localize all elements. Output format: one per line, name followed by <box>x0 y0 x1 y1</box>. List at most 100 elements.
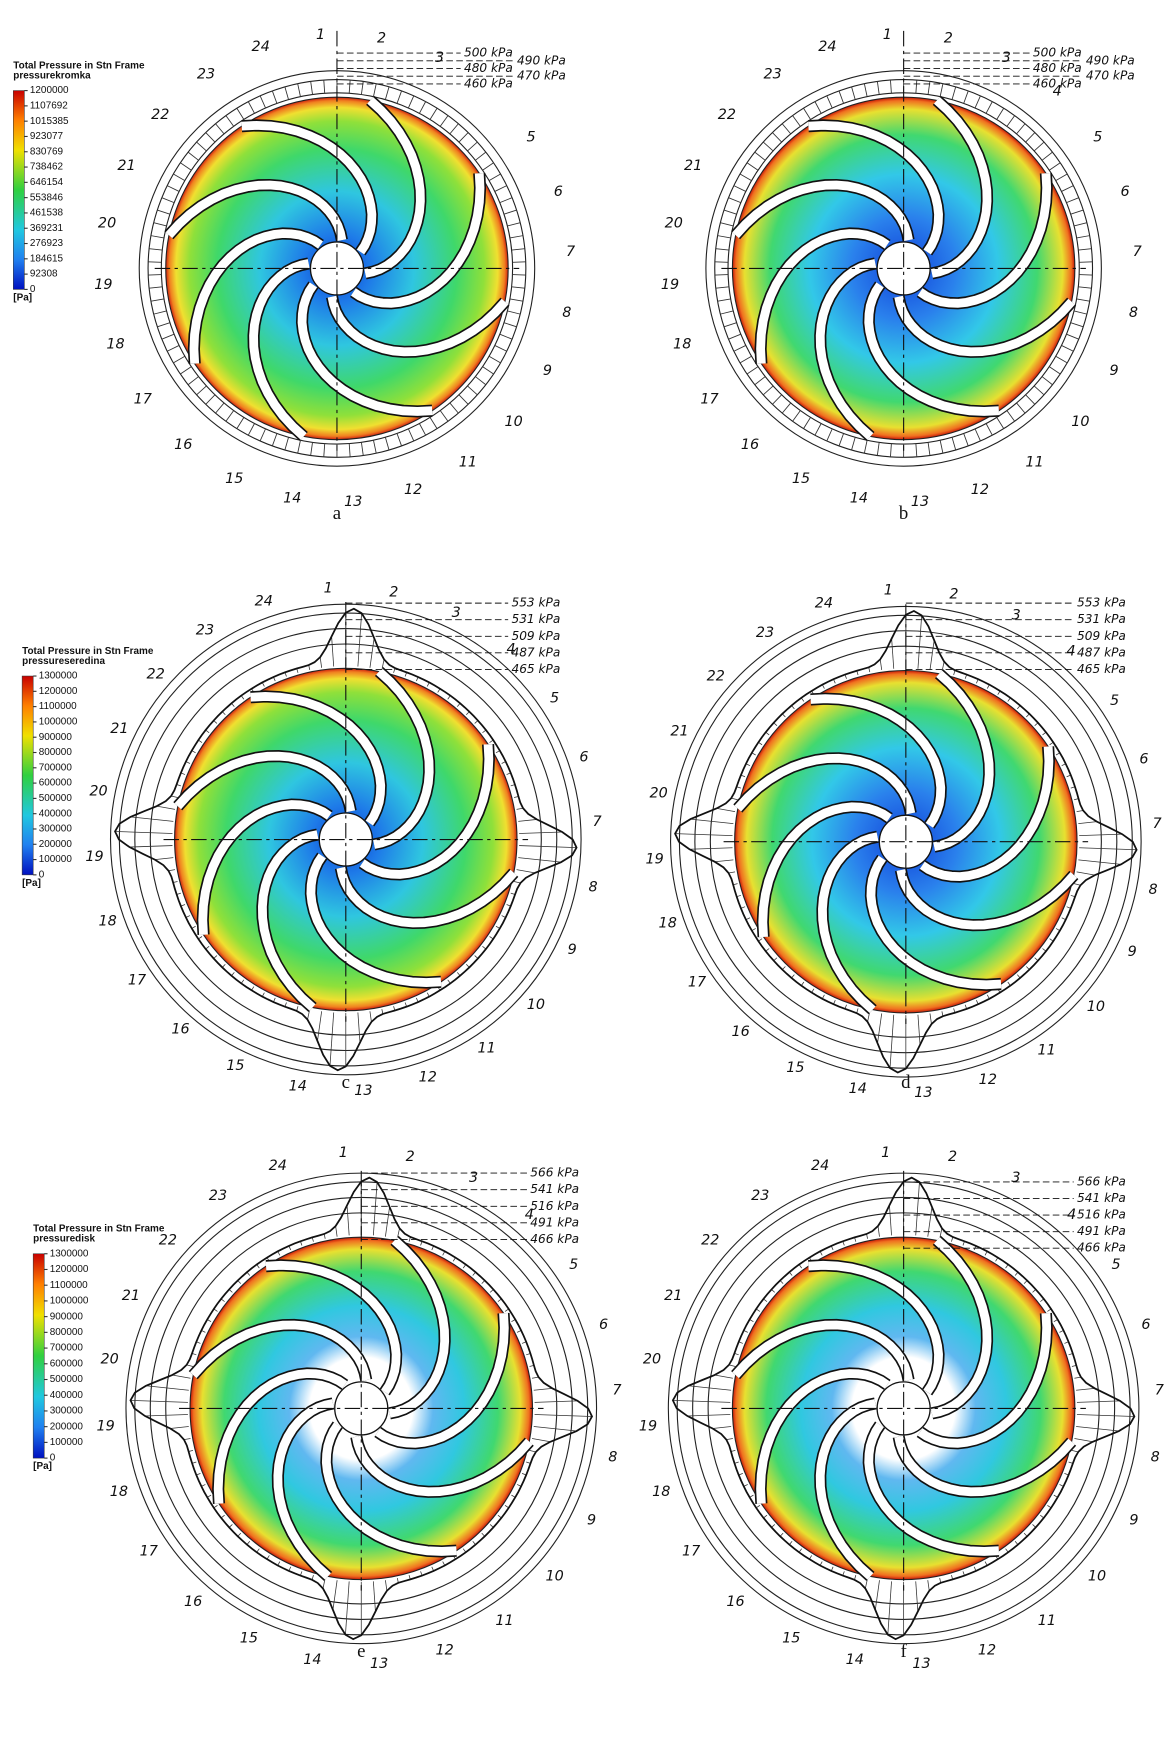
pressure-label: 466 kPa <box>530 1232 579 1246</box>
colorbar-label: 200000 <box>39 839 73 850</box>
hatch <box>724 323 737 327</box>
station-label: 18 <box>106 337 124 353</box>
hatch <box>373 1581 375 1611</box>
station-label: 6 <box>1141 1317 1150 1333</box>
station-label: 9 <box>1128 944 1137 960</box>
station-label: 9 <box>587 1513 596 1529</box>
station-label: 7 <box>1133 244 1142 260</box>
hatch <box>673 1400 730 1402</box>
pressure-label: 490 kPa <box>1086 53 1135 67</box>
station-label: 22 <box>147 666 165 682</box>
hatch <box>216 124 225 134</box>
hatch <box>782 124 791 134</box>
hatch <box>952 87 956 100</box>
pressure-label: 541 kPa <box>1077 1191 1126 1205</box>
colorbar-label: 553846 <box>30 192 64 203</box>
hatch <box>489 174 500 181</box>
hatch <box>717 808 735 811</box>
station-label: 3 <box>1011 1170 1020 1186</box>
hatch <box>916 1581 918 1611</box>
colorbar-label: 184615 <box>30 253 64 264</box>
hatch <box>345 1581 349 1634</box>
station-label: 6 <box>554 184 563 200</box>
station-label: 6 <box>579 750 588 766</box>
hatch <box>1042 377 1052 385</box>
colorbar <box>22 676 33 875</box>
station-label: 24 <box>811 1158 829 1174</box>
hatch <box>916 1182 920 1235</box>
hatch <box>975 96 980 108</box>
hatch <box>226 116 234 127</box>
hatch <box>532 1439 550 1442</box>
hatch <box>1056 174 1067 181</box>
hatch <box>206 133 215 143</box>
station-label: 20 <box>89 783 107 799</box>
colorbar-label: 800000 <box>50 1327 84 1338</box>
hatch <box>507 223 520 226</box>
colorbar-label: 600000 <box>50 1358 84 1369</box>
panel-label: c <box>342 1072 350 1093</box>
station-label: 23 <box>209 1188 227 1204</box>
hatch <box>408 96 413 108</box>
pressure-label: 487 kPa <box>1077 645 1126 659</box>
hatch <box>285 87 289 100</box>
hatch <box>361 81 363 94</box>
pressure-label: 516 kPa <box>1077 1208 1126 1222</box>
station-label: 7 <box>612 1383 621 1399</box>
station-label: 2 <box>948 1149 957 1165</box>
hatch <box>940 84 943 97</box>
hatch <box>397 91 402 103</box>
station-label: 12 <box>419 1070 437 1086</box>
hatch <box>184 1439 190 1440</box>
hatch <box>248 102 254 114</box>
hatch <box>740 174 751 181</box>
hatch <box>131 1400 188 1402</box>
station-label: 7 <box>566 244 575 260</box>
station-label: 15 <box>240 1631 258 1647</box>
hatch <box>272 433 277 445</box>
station-label: 13 <box>344 494 362 510</box>
hatch <box>495 186 507 192</box>
colorbar-label: 1200000 <box>30 85 69 96</box>
hatch <box>206 395 215 405</box>
hatch <box>512 249 525 250</box>
pressure-label: 553 kPa <box>511 596 560 610</box>
hatch <box>880 659 881 670</box>
station-label: 13 <box>911 494 929 510</box>
hatch <box>149 249 162 250</box>
hatch <box>877 81 879 94</box>
hatch <box>197 142 207 151</box>
hatch <box>964 433 969 445</box>
pressure-label: 466 kPa <box>1077 1241 1126 1255</box>
station-label: 10 <box>1087 999 1105 1015</box>
station-label: 21 <box>117 158 135 174</box>
station-label: 3 <box>452 605 461 621</box>
hatch <box>839 91 844 103</box>
station-label: 23 <box>196 623 214 639</box>
hatch <box>726 1439 732 1440</box>
station-label: 8 <box>588 880 597 896</box>
hatch <box>718 236 731 238</box>
hatch <box>459 133 468 143</box>
colorbar-label: 500000 <box>50 1374 84 1385</box>
station-label: 11 <box>1025 455 1043 471</box>
hatch <box>1071 210 1084 214</box>
pressure-label: 480 kPa <box>1033 61 1082 75</box>
station-label: 21 <box>664 1288 682 1304</box>
hatch <box>747 367 758 374</box>
station-label: 23 <box>197 66 215 82</box>
hatch <box>167 186 179 192</box>
station-label: 21 <box>122 1288 140 1304</box>
pressure-label: 509 kPa <box>1077 629 1126 643</box>
hatch <box>729 872 735 873</box>
station-label: 13 <box>370 1656 388 1672</box>
hatch <box>892 639 894 669</box>
hatch <box>475 152 485 160</box>
station-label: 1 <box>881 1145 890 1161</box>
hatch <box>324 444 325 457</box>
station-label: 22 <box>718 107 736 123</box>
hatch <box>197 386 207 395</box>
hatch <box>724 210 737 214</box>
pressure-label: 531 kPa <box>511 612 560 626</box>
colorbar-label: 646154 <box>30 177 64 188</box>
